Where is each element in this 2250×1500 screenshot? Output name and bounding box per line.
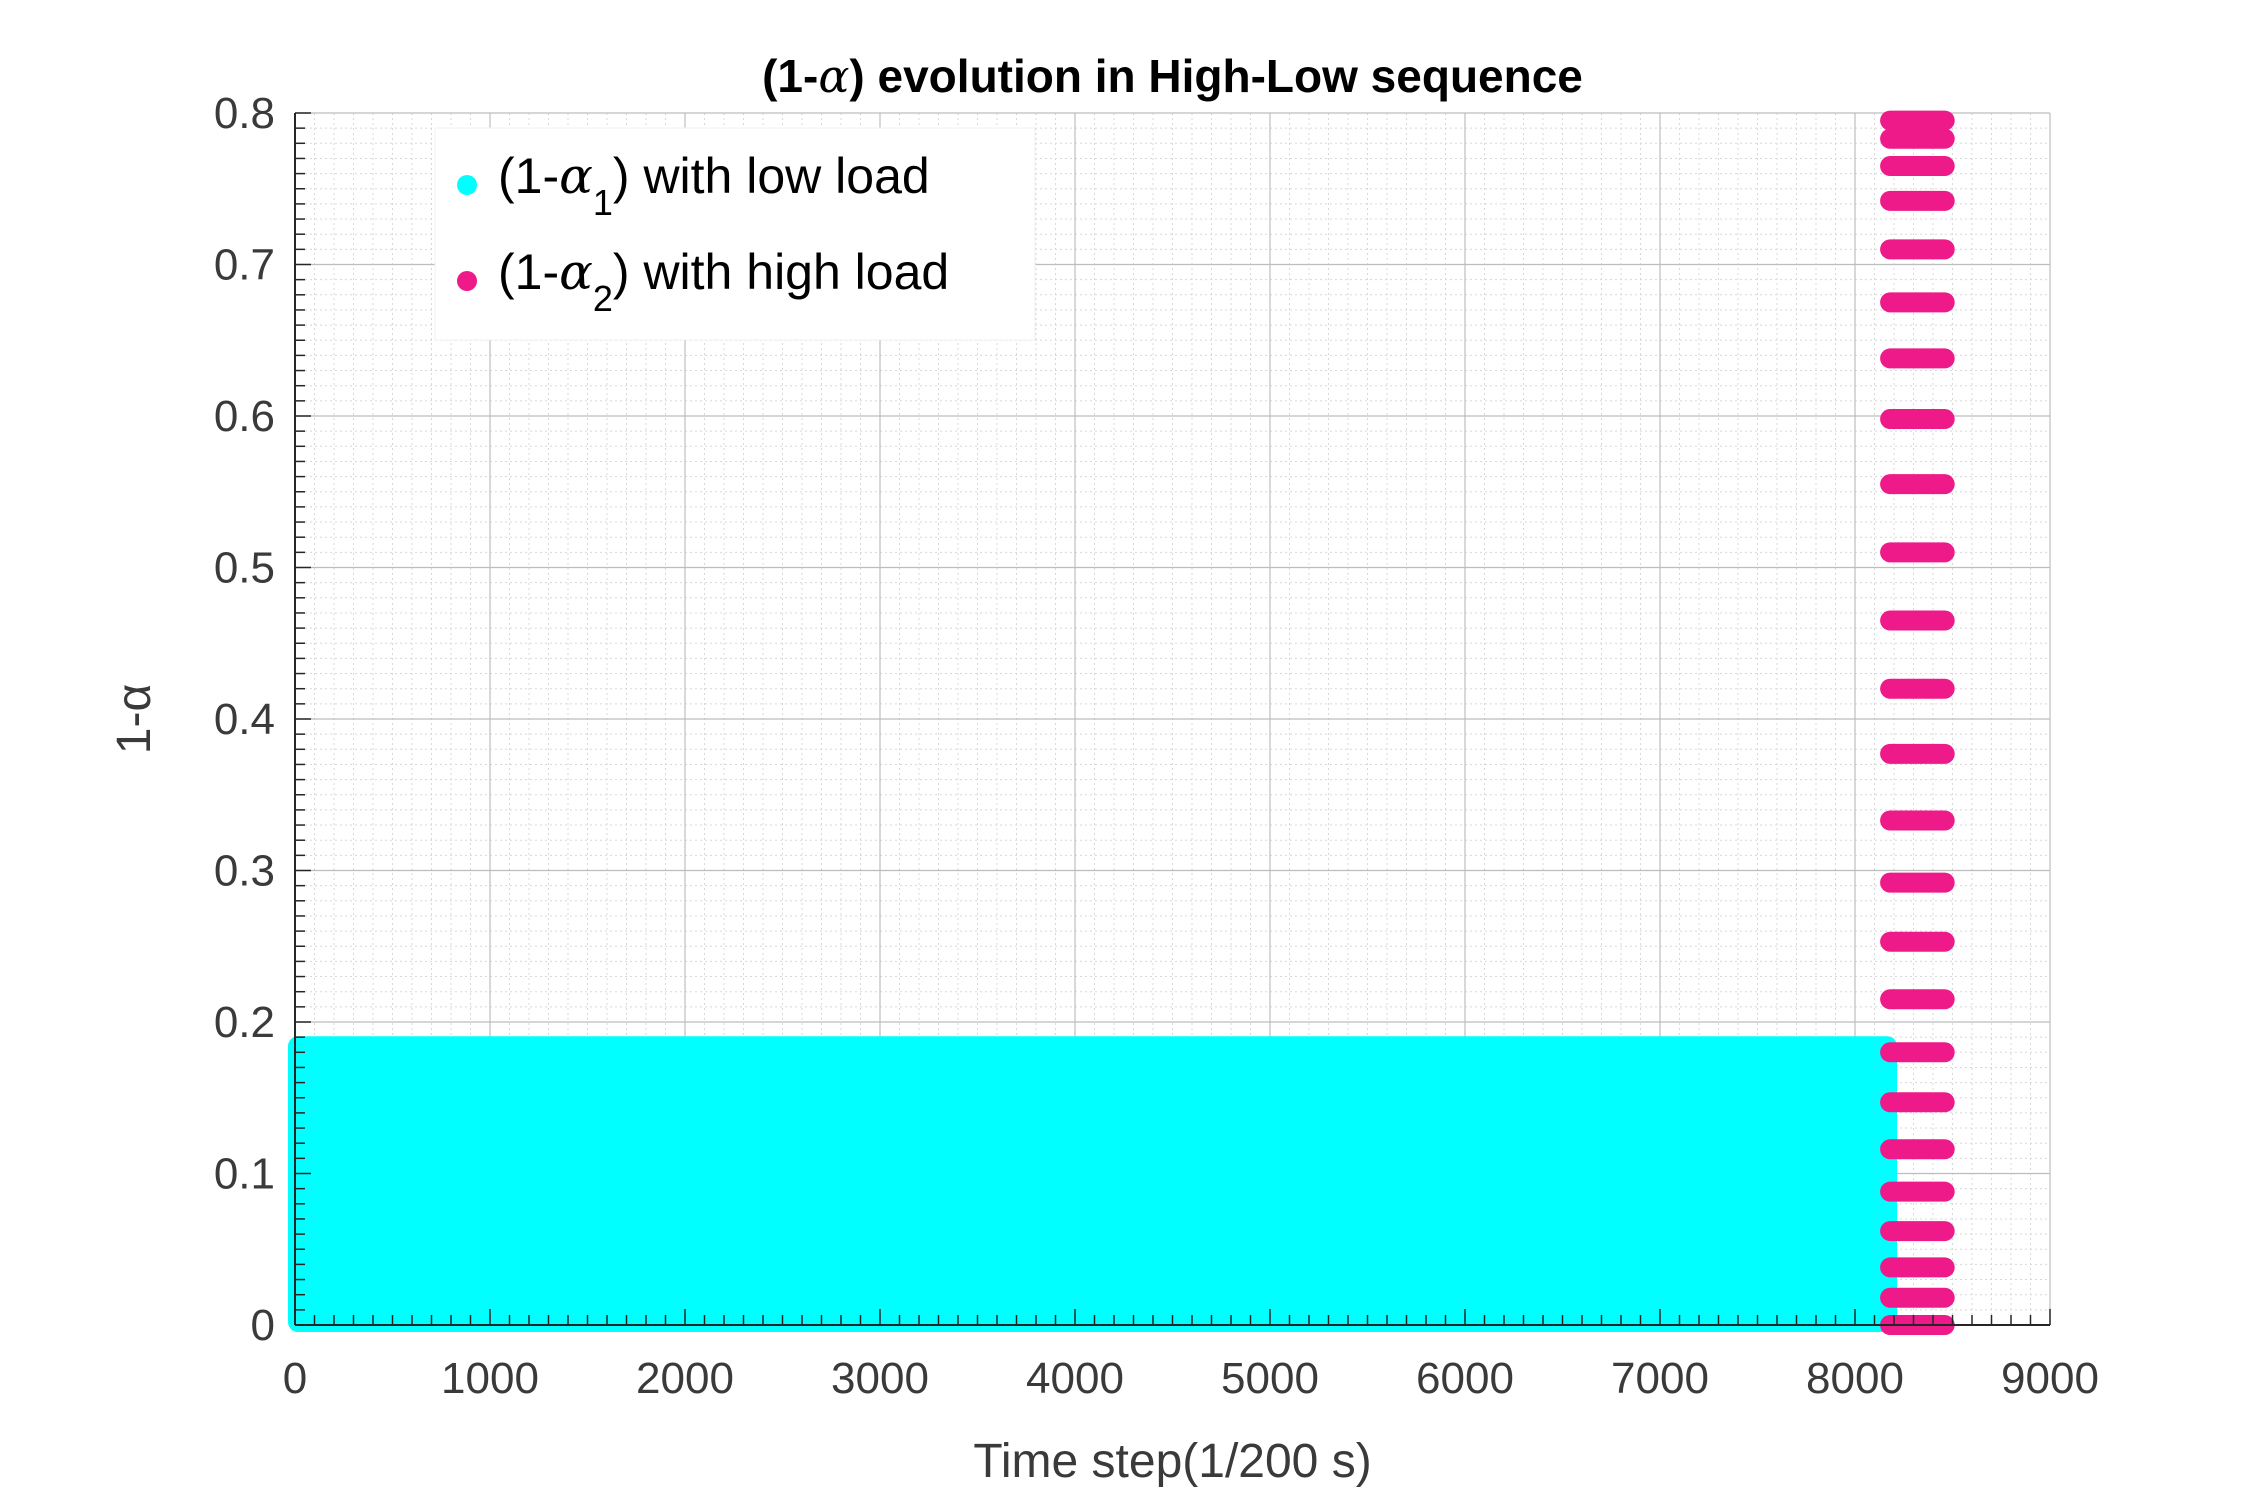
legend-entry-low-load: (1-α1) with low load <box>498 147 930 223</box>
tick-labels: 0 1000 2000 3000 4000 5000 6000 7000 8000 9000 0 0.… <box>214 89 2099 1403</box>
series-layer <box>288 110 1955 1335</box>
y-tick-label: 0.6 <box>214 392 275 441</box>
x-tick-label: 2000 <box>636 1354 734 1403</box>
legend-marker-high-load <box>457 271 477 291</box>
x-axis-label: Time step(1/200 s) <box>973 1435 1371 1488</box>
y-tick-label: 0.5 <box>214 544 275 593</box>
y-tick-label: 0.4 <box>214 695 275 744</box>
y-axis-label: 1-α <box>108 684 161 754</box>
legend-marker-low-load <box>457 175 477 195</box>
y-tick-label: 0.8 <box>214 89 275 138</box>
legend-entry-high-load: (1-α2) with high load <box>498 243 949 319</box>
x-tick-label: 0 <box>283 1354 307 1403</box>
axes <box>294 112 2051 1326</box>
x-tick-label: 1000 <box>441 1354 539 1403</box>
x-tick-label: 7000 <box>1611 1354 1709 1403</box>
x-tick-label: 9000 <box>2001 1354 2099 1403</box>
legend-box <box>434 127 1036 341</box>
y-tick-label: 0.3 <box>214 847 275 896</box>
y-tick-label: 0 <box>251 1301 275 1350</box>
x-tick-label: 5000 <box>1221 1354 1319 1403</box>
x-tick-label: 8000 <box>1806 1354 1904 1403</box>
x-tick-label: 6000 <box>1416 1354 1514 1403</box>
y-tick-label: 0.2 <box>214 998 275 1047</box>
chart-title: (1-α) evolution in High-Low sequence <box>762 49 1583 103</box>
legend: (1-α1) with low load (1-α2) with high lo… <box>434 127 1036 341</box>
y-tick-label: 0.1 <box>214 1150 275 1199</box>
x-tick-label: 3000 <box>831 1354 929 1403</box>
x-tick-label: 4000 <box>1026 1354 1124 1403</box>
series-low-load-points <box>288 1036 1898 1332</box>
y-tick-label: 0.7 <box>214 241 275 290</box>
